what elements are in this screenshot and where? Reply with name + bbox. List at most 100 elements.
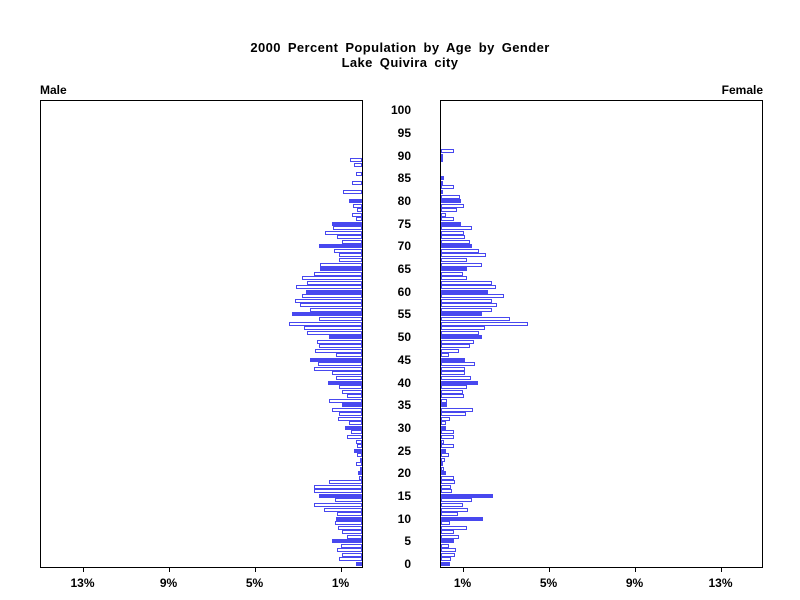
female-bar-age-52 bbox=[441, 326, 486, 331]
female-tick-9pct bbox=[634, 568, 636, 572]
male-bar-age-44 bbox=[317, 362, 362, 367]
age-tick-label-30: 30 bbox=[397, 420, 411, 435]
male-bar-age-23 bbox=[359, 457, 362, 462]
male-bar-age-17 bbox=[313, 484, 362, 489]
male-bar-age-34 bbox=[331, 407, 362, 412]
female-bar-age-25 bbox=[441, 448, 447, 453]
male-bar-age-67 bbox=[339, 258, 362, 263]
female-bar-age-45 bbox=[441, 357, 465, 362]
female-bar-age-48 bbox=[441, 344, 471, 349]
female-bar-age-15 bbox=[441, 493, 493, 498]
female-bar-age-30 bbox=[441, 425, 447, 430]
male-bar-age-59 bbox=[301, 294, 362, 299]
female-bar-age-64 bbox=[441, 271, 463, 276]
female-bar-age-36 bbox=[441, 398, 448, 403]
female-bar-age-76 bbox=[441, 217, 454, 222]
female-bar-age-34 bbox=[441, 407, 474, 412]
female-bar-age-68 bbox=[441, 253, 487, 258]
male-bar-age-32 bbox=[338, 416, 362, 421]
male-bar-age-6 bbox=[346, 534, 362, 539]
female-bar-age-78 bbox=[441, 208, 458, 213]
female-tick-5pct bbox=[548, 568, 550, 572]
female-bar-age-27 bbox=[441, 439, 445, 444]
female-bar-age-73 bbox=[441, 230, 464, 235]
male-bar-age-9 bbox=[335, 521, 362, 526]
female-bar-age-77 bbox=[441, 212, 447, 217]
male-bar-age-36 bbox=[328, 398, 362, 403]
female-bar-age-75 bbox=[441, 221, 462, 226]
male-tick-5pct bbox=[254, 568, 256, 572]
male-bar-age-0 bbox=[355, 562, 362, 566]
male-bar-age-41 bbox=[336, 375, 362, 380]
male-bar-age-61 bbox=[296, 285, 362, 290]
female-bar-age-47 bbox=[441, 348, 460, 353]
male-bar-age-39 bbox=[339, 385, 362, 390]
male-bar-age-19 bbox=[358, 475, 362, 480]
male-bar-age-45 bbox=[310, 357, 362, 362]
female-bar-age-84 bbox=[441, 180, 444, 185]
male-tick-9pct bbox=[168, 568, 170, 572]
male-bar-age-58 bbox=[295, 298, 362, 303]
male-bar-age-40 bbox=[327, 380, 362, 385]
female-bar-age-31 bbox=[441, 421, 447, 426]
male-bar-age-46 bbox=[336, 353, 362, 358]
male-bar-age-14 bbox=[335, 498, 362, 503]
male-bar-age-75 bbox=[331, 221, 362, 226]
male-bar-age-53 bbox=[288, 321, 362, 326]
female-bar-age-35 bbox=[441, 403, 448, 408]
male-bar-age-64 bbox=[313, 271, 362, 276]
male-bar-age-89 bbox=[350, 158, 362, 163]
female-bar-age-0 bbox=[441, 562, 450, 566]
female-bar-age-79 bbox=[441, 203, 464, 208]
female-bar-age-7 bbox=[441, 530, 454, 535]
male-tick-13pct bbox=[82, 568, 84, 572]
female-bar-age-56 bbox=[441, 307, 492, 312]
female-bar-age-8 bbox=[441, 525, 467, 530]
male-bar-age-56 bbox=[310, 307, 362, 312]
female-bar-age-58 bbox=[441, 298, 492, 303]
female-bar-age-14 bbox=[441, 498, 473, 503]
male-bar-age-35 bbox=[341, 403, 362, 408]
male-bar-age-54 bbox=[319, 317, 362, 321]
age-tick-label-25: 25 bbox=[397, 443, 411, 458]
male-bar-age-30 bbox=[344, 425, 362, 430]
male-bar-age-60 bbox=[306, 289, 362, 294]
age-tick-label-70: 70 bbox=[397, 239, 411, 254]
male-bar-age-62 bbox=[307, 280, 362, 285]
female-bar-age-13 bbox=[441, 503, 463, 508]
male-bar-age-4 bbox=[340, 543, 362, 548]
male-bar-age-5 bbox=[331, 539, 362, 544]
male-bar-age-63 bbox=[301, 276, 362, 281]
female-bar-age-49 bbox=[441, 339, 475, 344]
female-bar-age-5 bbox=[441, 539, 454, 544]
female-bar-age-61 bbox=[441, 285, 496, 290]
male-bar-age-77 bbox=[352, 212, 362, 217]
male-tick-1pct bbox=[340, 568, 342, 572]
female-bar-age-65 bbox=[441, 267, 467, 272]
male-bar-age-47 bbox=[314, 348, 362, 353]
male-bar-age-7 bbox=[341, 530, 362, 535]
female-bar-age-85 bbox=[441, 176, 445, 181]
age-tick-label-65: 65 bbox=[397, 262, 411, 277]
male-bar-age-49 bbox=[316, 339, 362, 344]
male-bar-age-33 bbox=[339, 412, 362, 417]
male-bar-age-74 bbox=[332, 226, 362, 231]
female-bar-age-89 bbox=[441, 158, 444, 163]
female-bar-age-9 bbox=[441, 521, 450, 526]
age-tick-label-90: 90 bbox=[397, 148, 411, 163]
female-bar-age-70 bbox=[441, 244, 473, 249]
male-bar-age-37 bbox=[346, 394, 362, 399]
male-bar-age-20 bbox=[357, 471, 362, 476]
age-tick-label-75: 75 bbox=[397, 216, 411, 231]
male-pct-label-13: 13% bbox=[70, 576, 95, 590]
male-bar-age-84 bbox=[352, 180, 362, 185]
male-bar-age-43 bbox=[313, 366, 362, 371]
female-pct-label-5: 5% bbox=[539, 576, 558, 590]
female-bar-age-29 bbox=[441, 430, 454, 435]
female-bar-age-12 bbox=[441, 507, 468, 512]
male-bar-age-71 bbox=[341, 239, 362, 244]
male-bar-age-55 bbox=[292, 312, 362, 317]
female-pct-label-13: 13% bbox=[708, 576, 733, 590]
male-bar-age-69 bbox=[334, 248, 362, 253]
female-bar-age-11 bbox=[441, 512, 459, 517]
